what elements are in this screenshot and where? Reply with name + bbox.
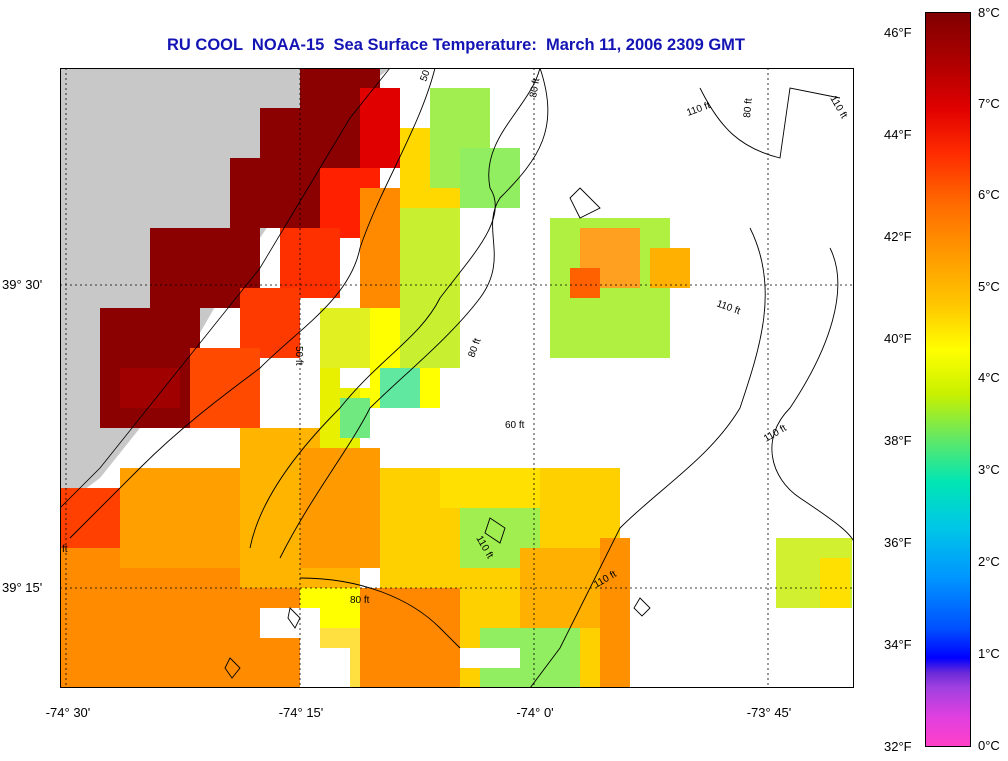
- lat-label-39-30: 39° 30': [2, 277, 43, 292]
- contour-label: 80 ft: [350, 595, 370, 606]
- colorbar-c-label: 0°C: [978, 738, 1000, 753]
- colorbar-c-label: 6°C: [978, 187, 1000, 202]
- sst-map: 50 80 ft 80 ft 80 ft 80 ft 60 ft 110 ft …: [60, 68, 854, 688]
- colorbar-f-label: 36°F: [884, 535, 912, 550]
- coastline: [60, 68, 391, 509]
- lat-label-39-15: 39° 15': [2, 580, 43, 595]
- colorbar-f-label: 32°F: [884, 739, 912, 754]
- colorbar-f-label: 44°F: [884, 127, 912, 142]
- colorbar-c-label: 7°C: [978, 96, 1000, 111]
- colorbar-f-label: 38°F: [884, 433, 912, 448]
- colorbar-f-label: 42°F: [884, 229, 912, 244]
- contour-label: 50 ft: [293, 346, 304, 366]
- lon-label-74-0: -74° 0': [516, 705, 554, 720]
- contour-label: 110 ft: [685, 100, 712, 119]
- colorbar-c-label: 1°C: [978, 646, 1000, 661]
- isobath-contours: [69, 68, 854, 688]
- contour-label: 60 ft: [505, 420, 525, 431]
- map-frame: [60, 68, 854, 688]
- contour-label: ft: [62, 544, 68, 555]
- colorbar-c-label: 4°C: [978, 370, 1000, 385]
- contour-label: 80 ft: [528, 77, 542, 98]
- map-title: RU COOL NOAA-15 Sea Surface Temperature:…: [166, 36, 746, 54]
- contour-label: 50: [418, 68, 432, 83]
- lon-label-74-15: -74° 15': [278, 705, 324, 720]
- colorbar-c-label: 3°C: [978, 462, 1000, 477]
- lon-label-74-30: -74° 30': [45, 705, 91, 720]
- contour-label: 80 ft: [742, 98, 755, 119]
- contour-label: 80 ft: [466, 337, 483, 359]
- colorbar-f-label: 40°F: [884, 331, 912, 346]
- contour-label: 110 ft: [762, 423, 789, 445]
- graticule: [60, 68, 854, 688]
- temperature-colorbar: [925, 12, 971, 747]
- colorbar-f-label: 34°F: [884, 637, 912, 652]
- colorbar-c-label: 5°C: [978, 279, 1000, 294]
- colorbar-c-label: 2°C: [978, 554, 1000, 569]
- colorbar-f-label: 46°F: [884, 25, 912, 40]
- lon-label-73-45: -73° 45': [746, 705, 792, 720]
- contour-label: 110 ft: [827, 94, 849, 121]
- contour-label: 110 ft: [715, 298, 742, 317]
- colorbar-c-label: 8°C: [978, 5, 1000, 20]
